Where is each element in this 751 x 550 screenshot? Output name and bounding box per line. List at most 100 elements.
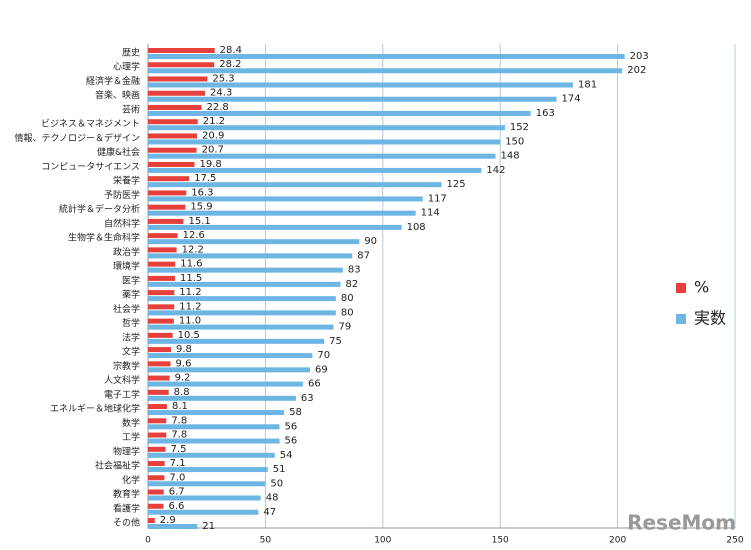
value-label: 75 bbox=[329, 336, 342, 347]
value-label: 48 bbox=[266, 493, 279, 504]
bar bbox=[148, 218, 184, 224]
bar bbox=[148, 347, 172, 353]
y-tick-label: 芸術 bbox=[122, 103, 140, 115]
value-label: 17.5 bbox=[194, 173, 216, 184]
value-label: 148 bbox=[501, 151, 520, 162]
y-tick-label: 教育学 bbox=[113, 488, 140, 500]
bar bbox=[148, 438, 280, 444]
value-label: 66 bbox=[308, 379, 321, 390]
value-label: 11.5 bbox=[180, 273, 202, 284]
value-label: 19.8 bbox=[199, 159, 221, 170]
bar bbox=[148, 253, 353, 259]
bar bbox=[148, 147, 197, 153]
bar bbox=[148, 518, 155, 523]
bar bbox=[148, 210, 416, 216]
bar bbox=[148, 261, 176, 267]
bar bbox=[148, 432, 167, 438]
value-label: 12.2 bbox=[182, 244, 204, 255]
y-tick-label: 宗教学 bbox=[113, 360, 140, 372]
value-label: 87 bbox=[357, 250, 370, 261]
value-label: 163 bbox=[536, 108, 555, 119]
value-label: 150 bbox=[505, 136, 524, 147]
value-label: 21 bbox=[202, 521, 215, 532]
value-label: 11.2 bbox=[179, 301, 201, 312]
value-label: 11.2 bbox=[179, 287, 201, 298]
bar bbox=[148, 318, 174, 324]
value-label: 54 bbox=[280, 450, 293, 461]
value-label: 117 bbox=[428, 193, 447, 204]
value-label: 203 bbox=[630, 51, 649, 62]
value-label: 80 bbox=[341, 293, 354, 304]
y-tick-label: 自然科学 bbox=[104, 217, 140, 229]
bar bbox=[148, 524, 198, 529]
y-tick-label: 健康&社会 bbox=[97, 146, 140, 158]
bar bbox=[148, 239, 360, 245]
y-tick-label: 看護学 bbox=[113, 502, 140, 514]
x-tick-label: 200 bbox=[609, 536, 626, 546]
bar bbox=[148, 389, 169, 395]
bar bbox=[148, 139, 501, 145]
value-label: 202 bbox=[627, 65, 646, 76]
bar bbox=[148, 76, 208, 82]
bar bbox=[148, 48, 215, 53]
bar bbox=[148, 452, 275, 458]
y-tick-label: 数学 bbox=[122, 417, 140, 429]
bar bbox=[148, 367, 311, 373]
bar bbox=[148, 233, 178, 239]
bar bbox=[148, 161, 195, 167]
legend-swatch bbox=[676, 314, 686, 324]
y-tick-label: 心理学 bbox=[113, 61, 140, 73]
bar bbox=[148, 247, 177, 253]
bar bbox=[148, 503, 164, 509]
bar bbox=[148, 509, 259, 515]
bar bbox=[148, 495, 261, 501]
bar bbox=[148, 375, 170, 381]
value-label: 6.6 bbox=[168, 501, 184, 512]
bar bbox=[148, 176, 190, 182]
value-label: 12.6 bbox=[183, 230, 205, 241]
y-tick-label: 予防医学 bbox=[104, 189, 140, 201]
y-tick-label: エネルギー＆地球化学 bbox=[50, 403, 140, 415]
value-label: 22.8 bbox=[207, 102, 229, 113]
bar bbox=[148, 204, 186, 210]
value-label: 58 bbox=[289, 407, 302, 418]
y-tick-label: その他 bbox=[113, 517, 140, 529]
bar bbox=[148, 96, 557, 102]
value-label: 28.4 bbox=[220, 45, 242, 56]
bar bbox=[148, 110, 531, 116]
value-label: 114 bbox=[421, 208, 440, 219]
x-tick-label: 50 bbox=[260, 536, 272, 546]
y-tick-label: 統計学＆データ分析 bbox=[59, 203, 140, 215]
legend-swatch bbox=[676, 283, 686, 293]
y-tick-label: 電子工学 bbox=[104, 388, 140, 400]
x-tick-label: 150 bbox=[492, 536, 509, 546]
bar bbox=[148, 119, 198, 125]
y-tick-label: 情報、テクノロジー＆デザイン bbox=[15, 132, 140, 144]
bar bbox=[148, 125, 505, 131]
value-label: 2.9 bbox=[160, 515, 176, 526]
bar bbox=[148, 267, 343, 273]
y-tick-label: 音楽、映画 bbox=[95, 89, 140, 101]
x-tick-label: 0 bbox=[145, 536, 151, 546]
value-label: 70 bbox=[317, 350, 330, 361]
bar bbox=[148, 104, 202, 110]
value-label: 69 bbox=[315, 364, 328, 375]
y-tick-label: 栄養学 bbox=[113, 175, 140, 187]
y-tick-label: 歴史 bbox=[122, 47, 140, 59]
bar bbox=[148, 446, 166, 452]
value-label: 47 bbox=[263, 507, 276, 518]
y-tick-label: ビジネス＆マネジメント bbox=[41, 119, 140, 130]
y-tick-label: 薬学 bbox=[122, 289, 140, 301]
y-tick-label: 哲学 bbox=[122, 317, 140, 329]
y-tick-label: 工学 bbox=[122, 431, 140, 443]
bar bbox=[148, 182, 442, 188]
bar bbox=[148, 381, 303, 387]
bar bbox=[148, 338, 325, 344]
bar bbox=[148, 90, 206, 96]
y-tick-label: 医学 bbox=[122, 274, 140, 286]
y-tick-label: 生物学＆生命科学 bbox=[68, 232, 140, 244]
bar bbox=[148, 475, 165, 481]
bar bbox=[148, 167, 482, 173]
value-label: 24.3 bbox=[210, 88, 232, 99]
value-label: 10.5 bbox=[178, 330, 200, 341]
